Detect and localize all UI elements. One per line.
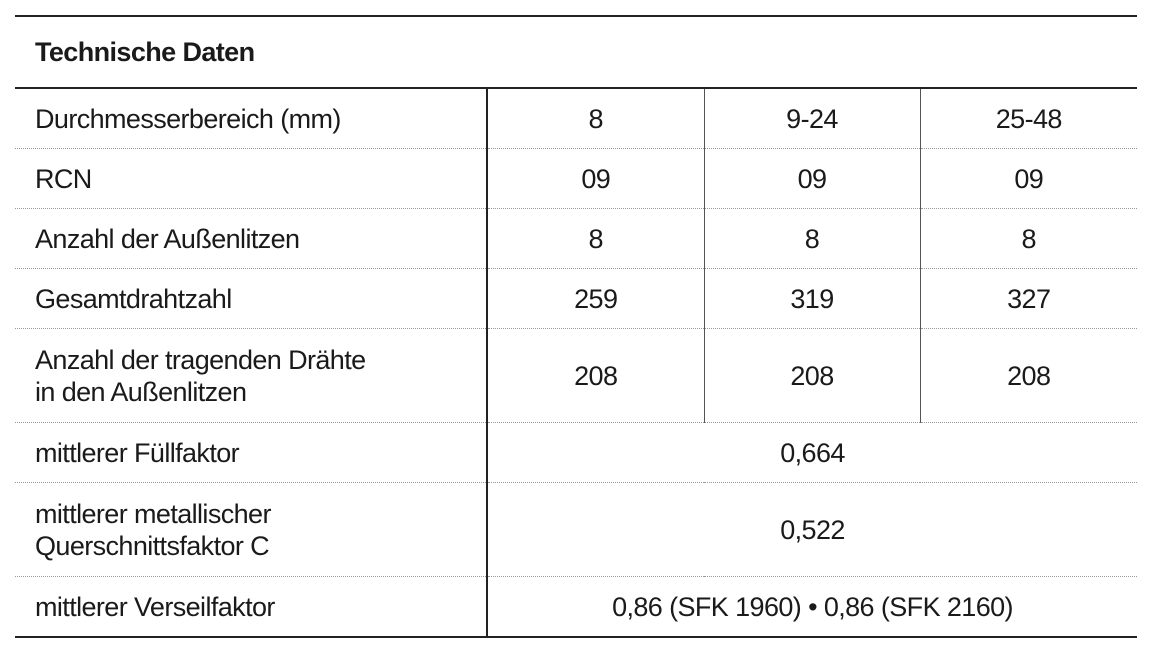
table-row: Anzahl der Außenlitzen 8 8 8 bbox=[15, 208, 1138, 269]
label-line: mittlerer Verseilfaktor bbox=[35, 591, 275, 622]
table-row: mittlerer metallischer Querschnittsfaktor… bbox=[15, 482, 1138, 577]
label-line: Anzahl der Außenlitzen bbox=[35, 223, 300, 254]
row-label: Anzahl der tragenden Drähte in den Außenl… bbox=[15, 328, 488, 423]
cell-value: 208 bbox=[487, 328, 704, 423]
table-row: Durchmesserbereich (mm) 8 9-24 25-48 bbox=[15, 87, 1138, 149]
label-line: Querschnittsfaktor C bbox=[35, 530, 270, 561]
row-label: Gesamtdrahtzahl bbox=[15, 268, 488, 329]
row-label: Anzahl der Außenlitzen bbox=[15, 208, 488, 269]
cell-value: 259 bbox=[487, 268, 704, 329]
table-title: Technische Daten bbox=[15, 16, 1138, 89]
row-label: mittlerer metallischer Querschnittsfaktor… bbox=[15, 482, 488, 577]
label-line: Anzahl der tragenden Drähte bbox=[35, 344, 366, 375]
label-line: mittlerer metallischer bbox=[35, 498, 271, 529]
row-label: RCN bbox=[15, 148, 488, 209]
cell-value: 208 bbox=[703, 328, 920, 423]
data-table: Technische Daten Durchmesserbereich (mm)… bbox=[15, 15, 1138, 638]
cell-value: 0,664 bbox=[487, 422, 1138, 483]
table-row: RCN 09 09 09 bbox=[15, 148, 1138, 209]
cell-value: 8 bbox=[487, 87, 704, 149]
cell-value: 8 bbox=[703, 208, 920, 269]
cell-value: 8 bbox=[919, 208, 1138, 269]
cell-value: 09 bbox=[487, 148, 704, 209]
cell-value: 09 bbox=[703, 148, 920, 209]
label-line: RCN bbox=[35, 163, 92, 194]
cell-value: 9-24 bbox=[703, 87, 920, 149]
label-line: in den Außenlitzen bbox=[35, 376, 247, 407]
cell-value: 0,86 (SFK 1960) • 0,86 (SFK 2160) bbox=[487, 576, 1138, 637]
label-line: Durchmesserbereich (mm) bbox=[35, 103, 341, 134]
table-row: Anzahl der tragenden Drähte in den Außenl… bbox=[15, 328, 1138, 423]
row-label: mittlerer Füllfaktor bbox=[15, 422, 488, 483]
label-line: mittlerer Füllfaktor bbox=[35, 437, 240, 468]
table-row: mittlerer Füllfaktor 0,664 bbox=[15, 422, 1138, 483]
cell-value: 8 bbox=[487, 208, 704, 269]
cell-value: 208 bbox=[919, 328, 1138, 423]
cell-value: 0,522 bbox=[487, 482, 1138, 577]
cell-value: 327 bbox=[919, 268, 1138, 329]
cell-value: 25-48 bbox=[919, 87, 1138, 149]
row-label: mittlerer Verseilfaktor bbox=[15, 576, 488, 637]
header-row: Technische Daten bbox=[15, 16, 1138, 89]
row-label: Durchmesserbereich (mm) bbox=[15, 87, 488, 149]
cell-value: 09 bbox=[919, 148, 1138, 209]
table-row: mittlerer Verseilfaktor 0,86 (SFK 1960) •… bbox=[15, 576, 1138, 637]
label-line: Gesamtdrahtzahl bbox=[35, 283, 232, 314]
cell-value: 319 bbox=[703, 268, 920, 329]
table-row: Gesamtdrahtzahl 259 319 327 bbox=[15, 268, 1138, 329]
